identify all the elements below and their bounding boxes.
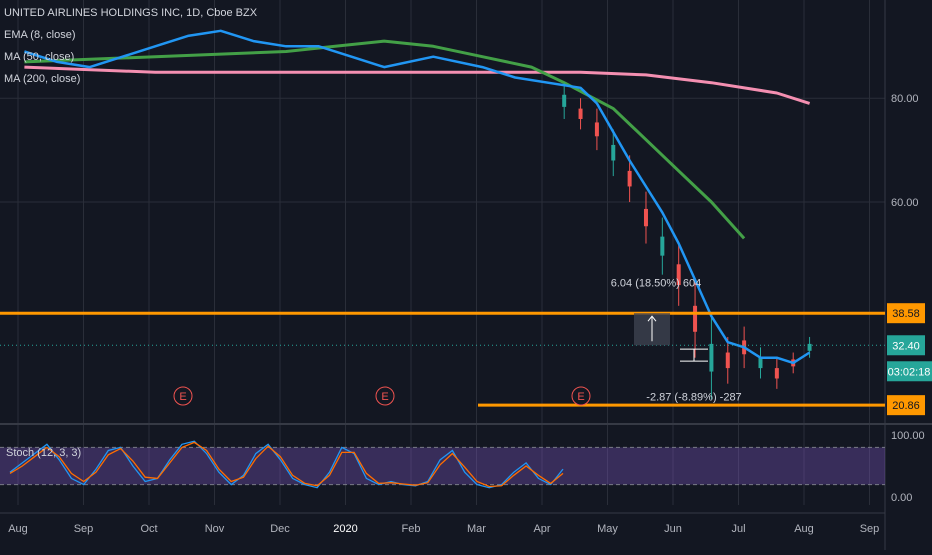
candle-body [627, 170, 632, 187]
candle-body [774, 368, 779, 379]
measure-arrowhead [647, 315, 657, 322]
price-tag-label: 20.86 [892, 400, 920, 412]
x-tick-label: May [597, 523, 618, 535]
stoch-k-line [9, 440, 564, 489]
candle-body [758, 357, 763, 369]
candle-body [709, 343, 714, 372]
y-tick-label: 60.00 [891, 197, 919, 209]
x-tick-label: Nov [205, 523, 225, 535]
stoch-band [0, 447, 885, 485]
candle-body [660, 236, 665, 256]
x-tick-label: Aug [8, 523, 28, 535]
x-tick-label: Feb [402, 523, 421, 535]
x-tick-label: 2020 [333, 523, 357, 535]
price-tag [887, 395, 925, 416]
countdown-tag [887, 361, 932, 382]
earnings-marker-label: E [381, 391, 388, 403]
stoch-y-tick: 100.00 [891, 430, 925, 442]
stoch-d-line [9, 441, 564, 488]
countdown-label: 03:02:18 [888, 366, 931, 378]
price-tag-label: 32.40 [892, 340, 920, 352]
stoch-title: Stoch (12, 3, 3) [6, 447, 81, 459]
candle-body [594, 122, 599, 137]
legend-ma200: MA (200, close) [4, 73, 81, 85]
measure-label: -2.87 (-8.89%) -287 [646, 392, 741, 404]
earnings-marker [571, 386, 591, 406]
x-tick-label: Jun [664, 523, 682, 535]
stoch-y-tick: 0.00 [891, 492, 912, 504]
earnings-marker [375, 386, 395, 406]
price-tag-label: 38.58 [892, 308, 920, 320]
x-tick-label: Dec [270, 523, 290, 535]
x-tick-label: Oct [140, 523, 157, 535]
legend-ema: EMA (8, close) [4, 29, 76, 41]
legend-symbol: UNITED AIRLINES HOLDINGS INC, 1D, Cboe B… [4, 7, 258, 19]
legend: UNITED AIRLINES HOLDINGS INC, 1D, Cboe B… [4, 2, 257, 90]
earnings-marker [173, 386, 193, 406]
price-tag [887, 335, 925, 356]
x-tick-label: Aug [794, 523, 814, 535]
y-tick-label: 80.00 [891, 93, 919, 105]
candle-body [643, 208, 648, 227]
measure-label: 6.04 (18.50%) 604 [611, 277, 702, 289]
candle-body [562, 94, 567, 107]
x-tick-label: Sep [860, 523, 880, 535]
candle-body [578, 108, 583, 119]
x-tick-label: Sep [74, 523, 94, 535]
candle-body [725, 352, 730, 369]
candle-body [676, 264, 681, 286]
candle-body [807, 343, 812, 351]
candle-body [693, 305, 698, 332]
legend-ma50: MA (50, close) [4, 51, 75, 63]
earnings-marker-label: E [179, 391, 186, 403]
x-tick-label: Mar [467, 523, 486, 535]
ma200-line [24, 65, 811, 105]
candle-body [611, 144, 616, 161]
ema-line [24, 29, 811, 365]
price-tag [887, 303, 925, 324]
ma50-line [24, 39, 746, 240]
x-tick-label: Jul [731, 523, 745, 535]
x-tick-label: Apr [533, 523, 550, 535]
earnings-marker-label: E [577, 391, 584, 403]
